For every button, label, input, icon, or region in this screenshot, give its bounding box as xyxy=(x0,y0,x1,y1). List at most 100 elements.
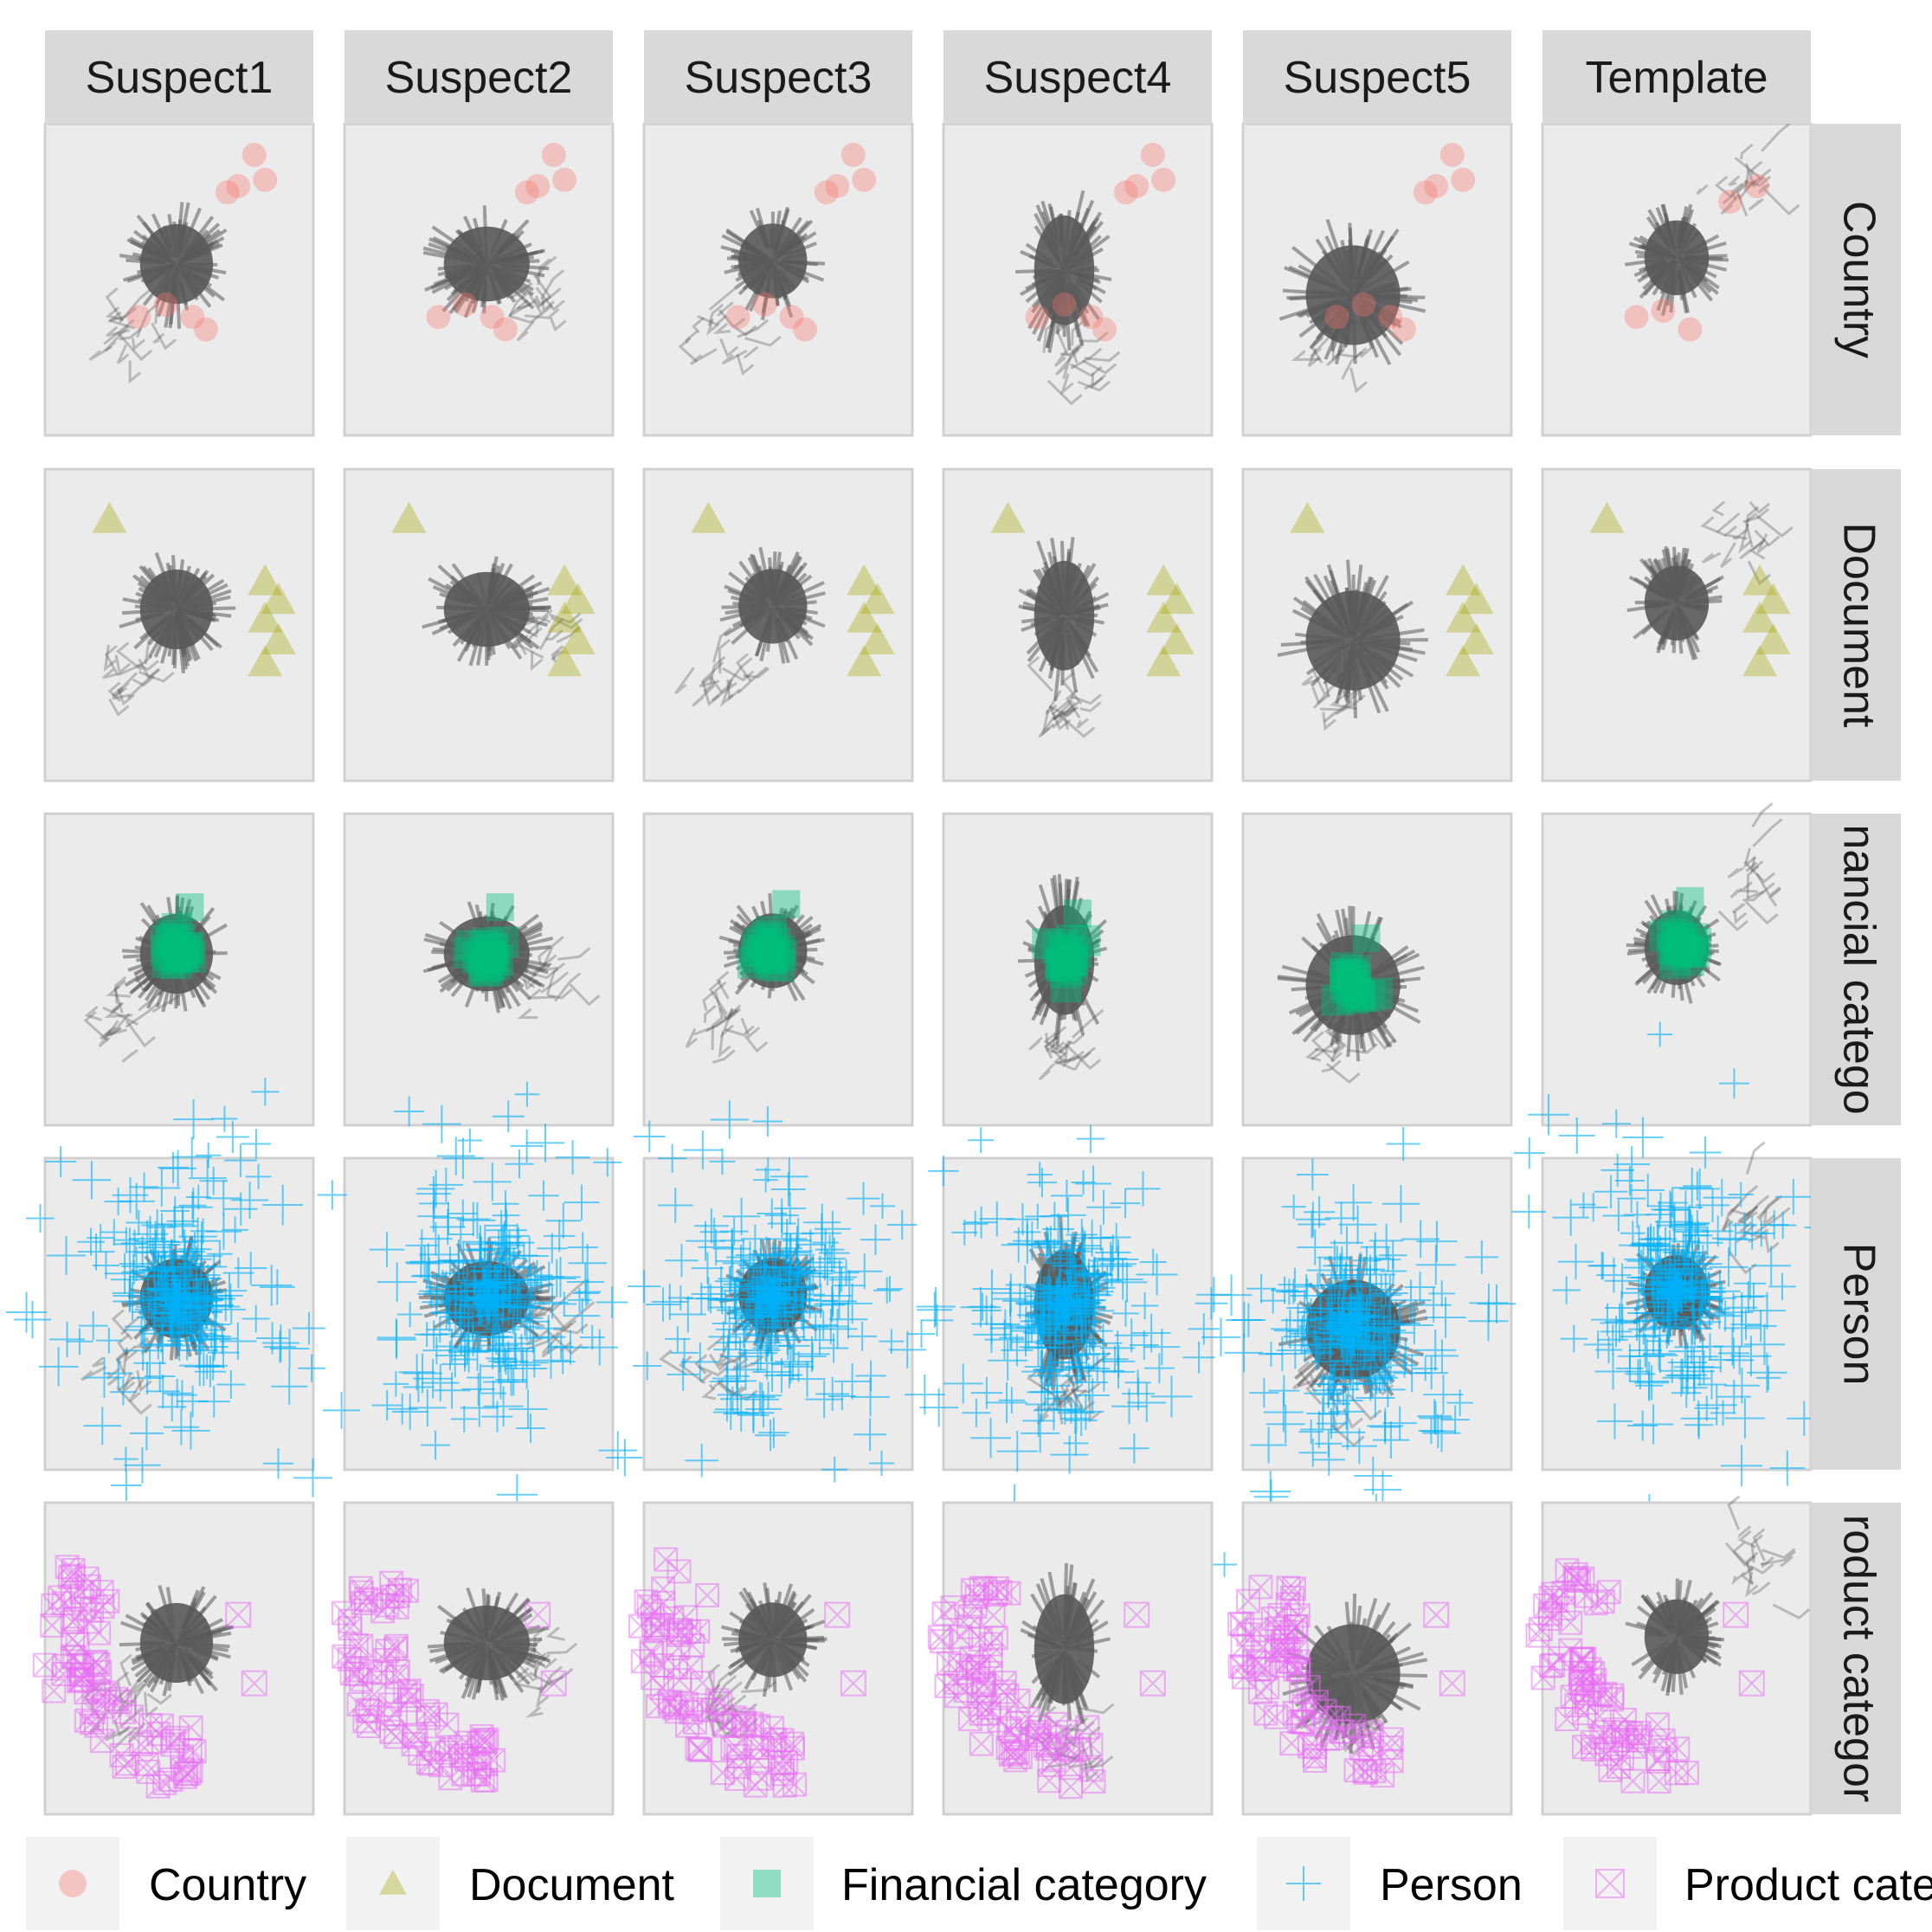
edge-arrow xyxy=(1745,861,1758,873)
edge-arrow xyxy=(1059,373,1074,396)
edge-arrow xyxy=(1332,669,1349,686)
edge-arrow xyxy=(114,654,132,675)
edge-arrow xyxy=(1330,339,1345,362)
node-marker xyxy=(1290,501,1325,533)
node-marker xyxy=(461,942,493,974)
node-marker xyxy=(1745,174,1769,198)
node-marker xyxy=(1339,963,1371,995)
column-strips: Suspect1 Suspect2 Suspect3 Suspect4 Suspect5… xyxy=(45,30,1811,124)
edge-arrow xyxy=(1732,528,1748,540)
node-marker xyxy=(161,948,193,980)
edge-arrow xyxy=(1332,1043,1347,1056)
node-marker xyxy=(1338,976,1370,1008)
edge-arrow xyxy=(692,684,716,707)
edge-arrow xyxy=(726,679,741,701)
edge-arrow xyxy=(1059,1046,1096,1063)
edge-arrow xyxy=(693,1016,728,1036)
node-marker xyxy=(92,501,127,533)
edge-arrow xyxy=(721,667,755,682)
node-marker xyxy=(473,939,506,971)
edge-arrow xyxy=(1734,156,1772,180)
node-marker xyxy=(317,1180,347,1210)
edge-arrow xyxy=(718,1031,731,1059)
node-marker xyxy=(514,180,539,205)
edge-arrow xyxy=(1081,359,1117,375)
facet-panel xyxy=(1227,1501,1513,1816)
node-marker xyxy=(560,583,596,615)
edge-arrow xyxy=(507,942,521,974)
node-marker xyxy=(840,143,866,167)
edge-arrow xyxy=(1042,319,1058,353)
edge-arrow xyxy=(1337,338,1353,353)
node-marker xyxy=(1669,915,1701,947)
node-marker xyxy=(1662,934,1694,966)
node-marker xyxy=(180,305,205,330)
edge-arrow xyxy=(1749,541,1766,560)
edge-arrow xyxy=(518,617,539,629)
edge-arrow xyxy=(1321,1008,1336,1027)
facet-panel xyxy=(43,122,315,437)
edge-cluster xyxy=(443,571,530,647)
edge-arrow xyxy=(1050,1042,1072,1054)
edge-arrow xyxy=(1051,696,1075,716)
node-marker xyxy=(1362,977,1394,1009)
edge-arrow xyxy=(1720,542,1736,569)
edge-arrow xyxy=(1744,900,1779,925)
edge-arrow xyxy=(1310,337,1323,364)
edge-arrow xyxy=(517,1008,538,1020)
edge-arrow xyxy=(103,319,135,345)
edge-arrow xyxy=(121,1048,138,1063)
node-marker xyxy=(990,501,1026,533)
edge-arrow xyxy=(1329,694,1357,711)
node-marker xyxy=(482,944,514,976)
node-marker xyxy=(1056,954,1088,986)
edge-arrow xyxy=(1733,911,1748,924)
facet-panel xyxy=(43,467,315,782)
edge-arrow xyxy=(115,641,143,672)
edge-arrow xyxy=(700,661,724,684)
node-marker xyxy=(1124,174,1150,198)
edge-arrow xyxy=(705,318,720,337)
edge-arrow xyxy=(1748,500,1771,514)
node-marker xyxy=(1676,923,1708,955)
edge-arrow xyxy=(1756,533,1769,554)
node-marker xyxy=(1045,949,1077,981)
facet-panel xyxy=(927,1501,1214,1816)
edge-cluster xyxy=(139,569,214,650)
edge-arrow xyxy=(1768,887,1782,907)
edge-arrow xyxy=(743,667,770,679)
edge-arrow xyxy=(1723,525,1748,540)
node-marker xyxy=(1665,922,1697,954)
node-marker xyxy=(453,937,485,969)
facet-panel xyxy=(1541,467,1813,782)
node-marker xyxy=(750,920,782,952)
edge-arrow xyxy=(1053,350,1068,368)
edge-arrow xyxy=(1700,516,1728,538)
edge-arrow xyxy=(1750,857,1764,873)
edge-arrow xyxy=(740,1017,761,1039)
edge-arrow xyxy=(1755,873,1781,898)
node-marker xyxy=(467,945,499,977)
edge-arrow xyxy=(709,655,726,684)
edge-arrow xyxy=(117,332,153,362)
node-marker xyxy=(737,947,769,979)
column-strip-label: Suspect3 xyxy=(685,53,873,103)
edge-arrow xyxy=(1311,660,1326,695)
edge-arrow xyxy=(1054,1050,1085,1066)
edge-arrow xyxy=(1326,313,1350,342)
edge-arrow xyxy=(1752,818,1783,847)
edge-arrow xyxy=(525,622,540,638)
edge-arrow xyxy=(1717,910,1749,932)
node-marker xyxy=(1439,143,1465,167)
edge-arrow xyxy=(1745,163,1766,189)
edge-arrow xyxy=(1720,193,1741,216)
node-marker xyxy=(1335,960,1367,992)
edge-arrow xyxy=(83,1010,109,1042)
node-marker xyxy=(468,930,500,962)
edge-arrow xyxy=(717,301,734,317)
node-marker xyxy=(226,174,251,198)
node-marker xyxy=(1056,945,1088,977)
edge-arrow xyxy=(1754,529,1781,547)
node-marker xyxy=(1057,943,1089,976)
